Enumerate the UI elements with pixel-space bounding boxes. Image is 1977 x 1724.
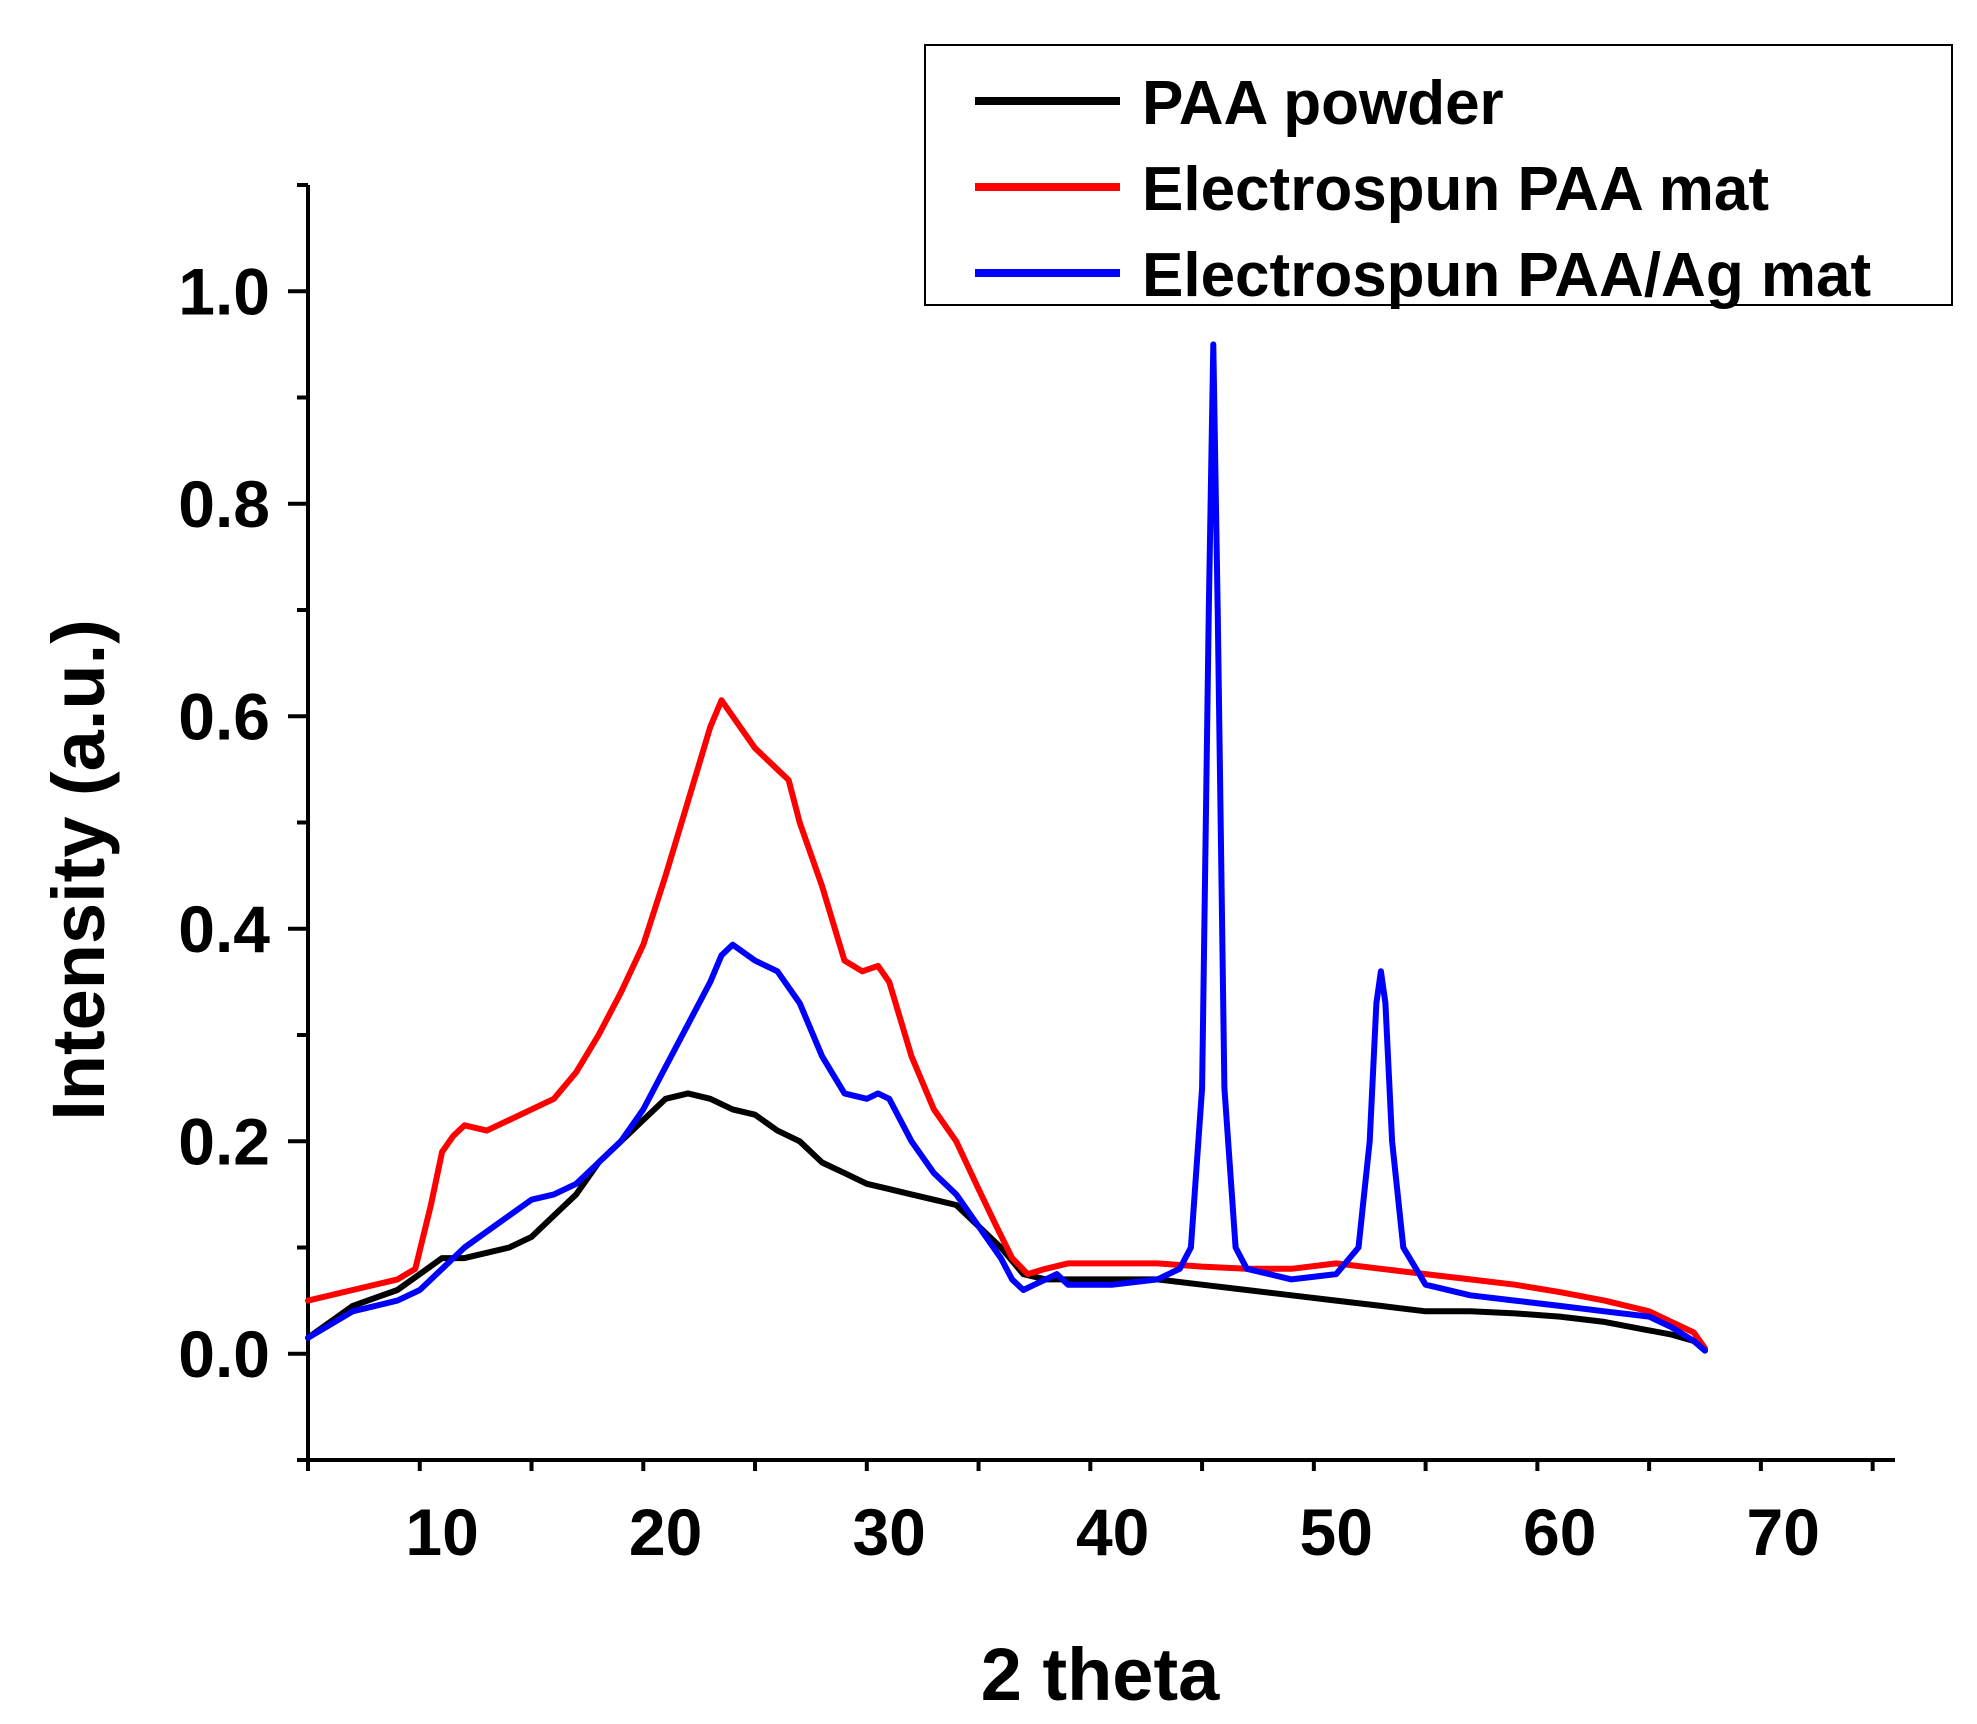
- legend-label-electrospun-paa-mat: Electrospun PAA mat: [1142, 155, 1769, 224]
- x-tick-label: 20: [629, 1495, 702, 1569]
- x-tick-label: 30: [852, 1495, 925, 1569]
- y-ticks: 0.0 0.2 0.4 0.6 0.8 1.0: [178, 183, 308, 1462]
- y-tick-label: 0.8: [178, 467, 270, 541]
- x-tick-label: 40: [1076, 1495, 1149, 1569]
- legend-entries: PAA powder Electrospun PAA mat Electrospun…: [975, 69, 1871, 310]
- y-tick-label: 0.4: [178, 892, 270, 966]
- y-axis-title: Intensity (a.u.): [37, 619, 120, 1121]
- legend-label-electrospun-paa-ag-mat: Electrospun PAA/Ag mat: [1142, 241, 1871, 310]
- series-line-electrospun-paa-ag-mat: [305, 341, 1708, 1354]
- x-axis-title: 2 theta: [981, 1633, 1220, 1716]
- y-tick-label: 0.2: [178, 1104, 270, 1178]
- x-tick-label: 70: [1747, 1495, 1820, 1569]
- series-line-electrospun-paa-mat: [305, 697, 1708, 1352]
- y-tick-label: 1.0: [178, 254, 270, 328]
- plot-series: [305, 341, 1708, 1354]
- axes: [306, 185, 1895, 1462]
- series-line-paa-powder: [305, 1090, 1708, 1354]
- y-tick-label: 0.6: [178, 679, 270, 753]
- legend: PAA powder Electrospun PAA mat Electrospun…: [924, 44, 1953, 310]
- legend-label-paa-powder: PAA powder: [1142, 69, 1504, 138]
- x-ticks: 10 20 30 40 50 60 70: [306, 1460, 1875, 1569]
- x-tick-label: 10: [405, 1495, 478, 1569]
- legend-box: [924, 44, 1953, 306]
- y-tick-label: 0.0: [178, 1317, 270, 1391]
- x-tick-label: 60: [1523, 1495, 1596, 1569]
- x-tick-label: 50: [1299, 1495, 1372, 1569]
